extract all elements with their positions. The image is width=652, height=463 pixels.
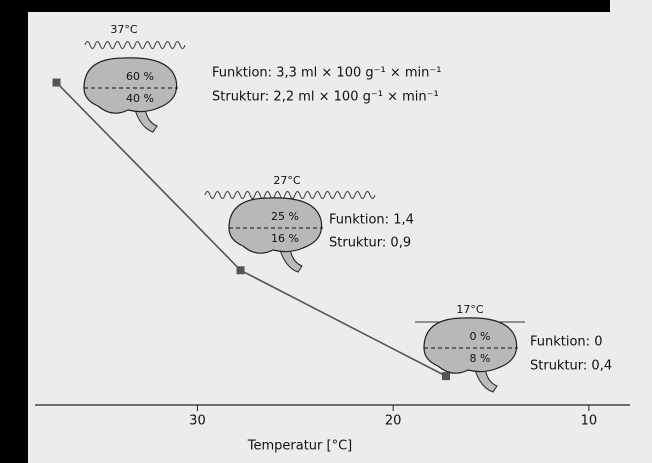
upper-percent: 25 %	[271, 210, 299, 223]
lower-percent: 40 %	[126, 92, 154, 105]
lower-percent: 16 %	[271, 232, 299, 245]
funktion-label: Funktion: 3,3 ml × 100 g⁻¹ × min⁻¹	[212, 66, 441, 81]
data-point	[53, 79, 61, 87]
paper-edge	[610, 0, 652, 12]
x-tick-label: 30	[189, 414, 206, 429]
x-axis-label: Temperatur [°C]	[247, 439, 353, 454]
chart: Temperatur [°C] 30 20 10 37°C 60 % 40 % Funkti…	[0, 0, 652, 463]
struktur-label: Struktur: 2,2 ml × 100 g⁻¹ × min⁻¹	[212, 90, 439, 105]
data-point	[237, 266, 245, 274]
upper-percent: 60 %	[126, 70, 154, 83]
data-point	[442, 372, 450, 380]
funktion-label: Funktion: 1,4	[329, 213, 414, 228]
lower-percent: 8 %	[470, 352, 491, 365]
x-tick-label: 20	[385, 414, 402, 429]
temperature-label: 27°C	[273, 174, 300, 187]
funktion-label: Funktion: 0	[530, 335, 602, 350]
struktur-label: Struktur: 0,4	[530, 359, 612, 374]
temperature-label: 37°C	[110, 23, 137, 36]
struktur-label: Struktur: 0,9	[329, 236, 411, 251]
temperature-label: 17°C	[456, 303, 483, 316]
upper-percent: 0 %	[470, 330, 491, 343]
x-tick-label: 10	[581, 414, 598, 429]
